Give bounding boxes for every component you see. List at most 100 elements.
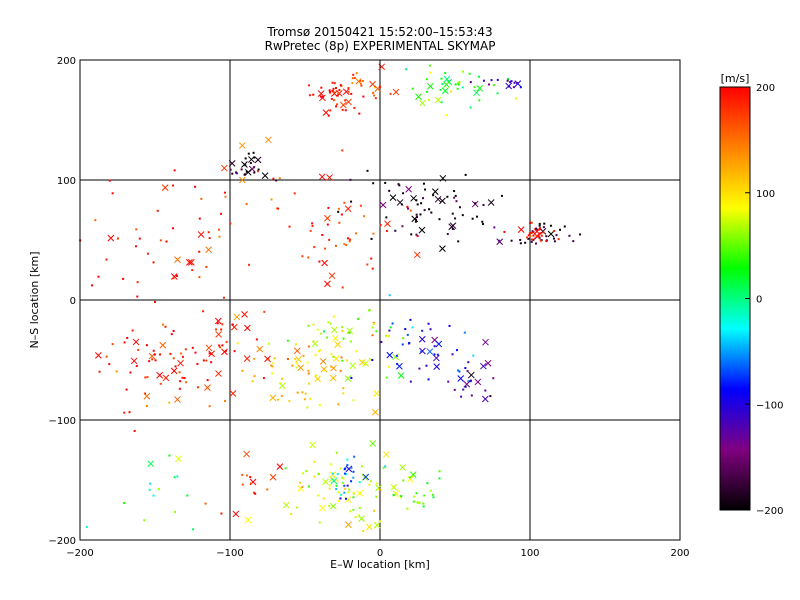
- data-point: [371, 334, 374, 337]
- data-point: [341, 286, 344, 289]
- data-point: [173, 510, 176, 513]
- data-point: [534, 242, 537, 245]
- data-point-cross: [244, 168, 252, 176]
- data-point-cross: [405, 185, 413, 193]
- data-point: [335, 484, 338, 487]
- colorbar-tick-label: −200: [756, 506, 783, 517]
- data-point: [162, 323, 165, 326]
- data-point: [194, 185, 197, 188]
- data-point: [415, 233, 418, 236]
- data-point: [317, 472, 320, 475]
- data-point: [454, 194, 457, 197]
- data-point: [394, 229, 397, 232]
- data-point: [436, 353, 439, 356]
- data-point: [538, 222, 541, 225]
- data-point: [572, 240, 575, 243]
- chart-subtitle: RwPretec (8p) EXPERIMENTAL SKYMAP: [265, 39, 496, 53]
- data-point: [249, 162, 252, 165]
- data-point: [174, 365, 177, 368]
- data-point: [422, 197, 425, 200]
- data-point: [340, 213, 343, 216]
- data-point: [543, 222, 546, 225]
- data-point: [409, 380, 412, 383]
- data-point: [379, 85, 382, 88]
- data-point: [399, 496, 402, 499]
- data-point: [333, 82, 336, 85]
- data-point: [295, 366, 298, 369]
- data-point: [516, 82, 519, 85]
- data-point: [332, 315, 335, 318]
- data-point: [426, 90, 429, 93]
- data-point: [444, 72, 447, 75]
- data-point: [432, 496, 435, 499]
- data-point: [545, 235, 548, 238]
- data-point-cross: [324, 280, 331, 288]
- data-point: [208, 237, 211, 240]
- data-point: [355, 72, 358, 75]
- data-point: [432, 194, 435, 197]
- data-point: [218, 346, 221, 349]
- data-point: [168, 401, 171, 404]
- data-point: [169, 352, 172, 355]
- data-point: [205, 359, 208, 362]
- data-point: [341, 481, 344, 484]
- data-point-cross: [269, 394, 277, 402]
- data-point: [409, 209, 412, 212]
- data-point-cross: [434, 96, 442, 104]
- data-point: [229, 168, 232, 171]
- data-point: [343, 243, 346, 246]
- data-point-cross: [317, 90, 325, 97]
- data-point: [416, 203, 419, 206]
- data-point: [481, 223, 484, 226]
- data-point-cross: [174, 256, 181, 264]
- data-point-cross: [314, 375, 321, 383]
- data-point: [350, 92, 353, 95]
- data-point: [255, 338, 258, 341]
- data-point-cross: [473, 89, 480, 97]
- data-point: [123, 502, 126, 505]
- data-point: [129, 371, 132, 374]
- data-point: [352, 399, 355, 402]
- data-point-cross: [386, 351, 394, 359]
- data-point: [318, 349, 321, 352]
- data-point: [320, 332, 323, 335]
- data-point-cross: [215, 331, 222, 338]
- data-point: [333, 99, 336, 102]
- data-point: [180, 352, 183, 355]
- data-point-cross: [243, 324, 251, 332]
- data-point: [510, 239, 513, 242]
- data-point: [346, 458, 349, 461]
- data-point-cross: [326, 174, 333, 181]
- data-point: [295, 343, 298, 346]
- data-point: [115, 370, 118, 373]
- data-point: [122, 277, 125, 280]
- data-point: [411, 87, 414, 90]
- data-point: [145, 344, 148, 347]
- data-point: [343, 468, 346, 471]
- data-point: [336, 103, 339, 106]
- data-point: [359, 204, 362, 207]
- data-point: [202, 359, 205, 362]
- data-point: [185, 381, 188, 384]
- data-point-cross: [487, 199, 495, 206]
- data-point: [196, 386, 199, 389]
- data-point: [288, 225, 291, 228]
- data-point-cross: [329, 374, 337, 382]
- data-point: [467, 361, 470, 364]
- data-point: [313, 475, 316, 478]
- data-point: [360, 84, 363, 87]
- data-point: [181, 376, 184, 379]
- data-point: [490, 79, 493, 82]
- data-point: [183, 377, 186, 380]
- data-point: [336, 94, 339, 97]
- data-point-cross: [175, 455, 182, 463]
- data-point: [385, 376, 388, 379]
- data-point: [463, 331, 466, 334]
- data-point: [519, 242, 522, 245]
- data-point: [425, 78, 428, 81]
- data-point: [223, 191, 226, 194]
- data-point: [360, 465, 363, 468]
- data-point: [194, 351, 197, 354]
- data-point: [352, 496, 355, 499]
- data-point: [353, 455, 356, 458]
